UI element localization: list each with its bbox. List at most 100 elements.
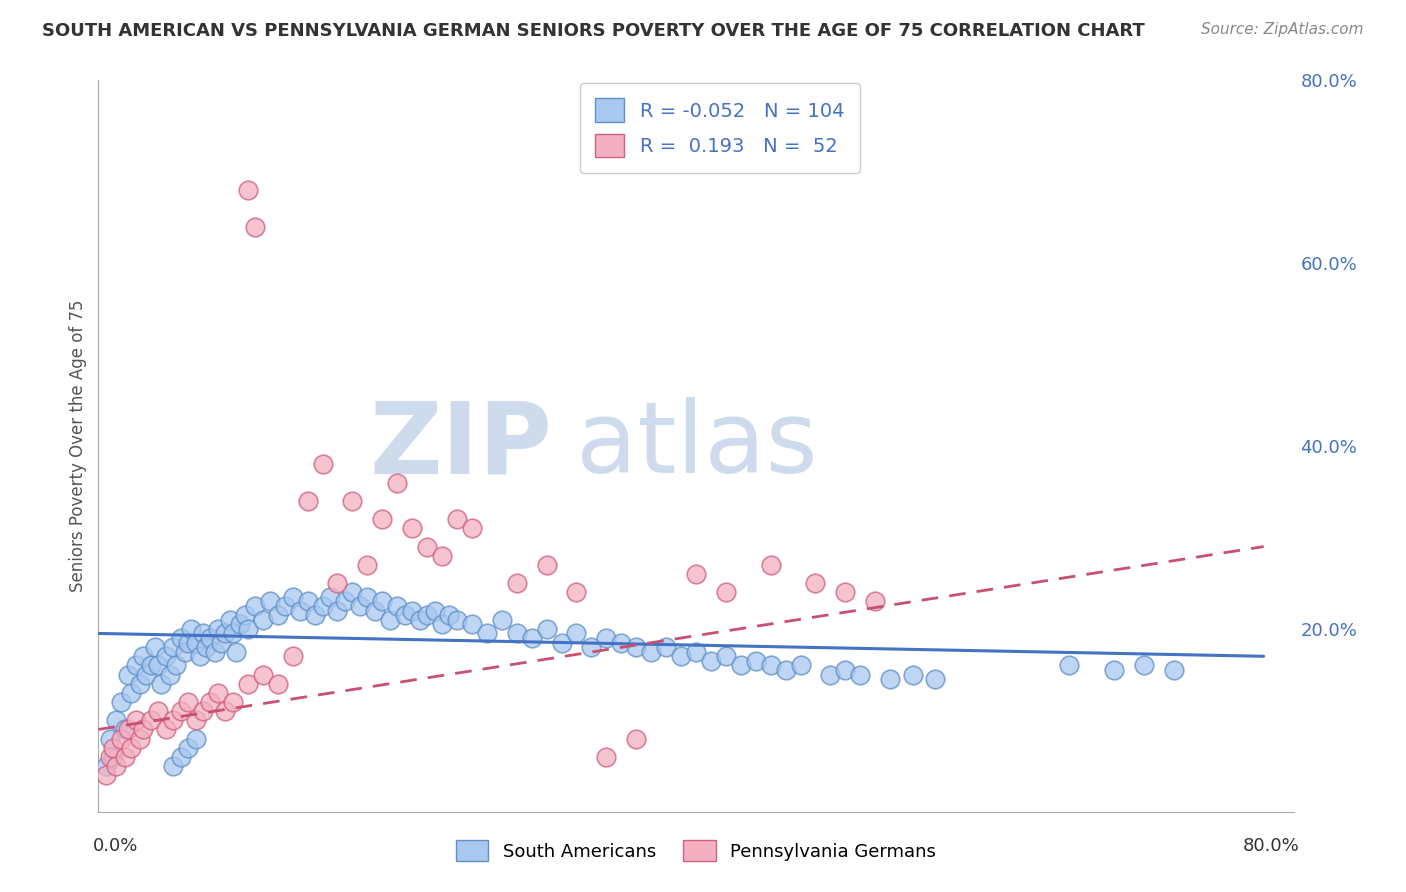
Point	[222, 695, 245, 709]
Point	[297, 594, 319, 608]
Point	[148, 704, 170, 718]
Point	[901, 667, 924, 681]
Point	[297, 493, 319, 508]
Point	[204, 645, 226, 659]
Point	[110, 731, 132, 746]
Point	[536, 558, 558, 572]
Point	[349, 599, 371, 613]
Point	[117, 723, 139, 737]
Point	[565, 626, 588, 640]
Point	[177, 695, 200, 709]
Point	[100, 731, 122, 746]
Point	[924, 672, 946, 686]
Point	[110, 695, 132, 709]
Point	[191, 626, 214, 640]
Point	[416, 540, 439, 554]
Point	[207, 622, 229, 636]
Text: ZIP: ZIP	[370, 398, 553, 494]
Point	[117, 667, 139, 681]
Point	[233, 608, 256, 623]
Point	[155, 649, 177, 664]
Point	[759, 658, 782, 673]
Point	[94, 759, 117, 773]
Point	[655, 640, 678, 655]
Point	[475, 626, 498, 640]
Point	[139, 714, 162, 728]
Point	[259, 594, 281, 608]
Point	[105, 714, 128, 728]
Point	[184, 635, 207, 649]
Point	[148, 658, 170, 673]
Text: 0.0%: 0.0%	[93, 838, 138, 855]
Point	[333, 594, 356, 608]
Point	[177, 635, 200, 649]
Point	[252, 667, 274, 681]
Point	[610, 635, 633, 649]
Text: SOUTH AMERICAN VS PENNSYLVANIA GERMAN SENIORS POVERTY OVER THE AGE OF 75 CORRELA: SOUTH AMERICAN VS PENNSYLVANIA GERMAN SE…	[42, 22, 1144, 40]
Point	[401, 603, 423, 617]
Point	[311, 599, 333, 613]
Point	[536, 622, 558, 636]
Point	[745, 654, 768, 668]
Point	[626, 731, 648, 746]
Point	[865, 594, 887, 608]
Point	[304, 608, 326, 623]
Point	[191, 704, 214, 718]
Point	[162, 714, 184, 728]
Point	[595, 631, 617, 645]
Point	[416, 608, 439, 623]
Point	[267, 608, 290, 623]
Point	[184, 731, 207, 746]
Point	[626, 640, 648, 655]
Point	[159, 667, 181, 681]
Point	[200, 695, 222, 709]
Point	[184, 714, 207, 728]
Point	[236, 183, 259, 197]
Point	[506, 626, 529, 640]
Point	[180, 622, 202, 636]
Point	[759, 558, 782, 572]
Point	[364, 603, 387, 617]
Point	[139, 658, 162, 673]
Point	[326, 603, 349, 617]
Point	[1163, 663, 1185, 677]
Point	[225, 645, 247, 659]
Point	[129, 676, 152, 690]
Point	[214, 704, 236, 718]
Point	[789, 658, 811, 673]
Point	[1104, 663, 1126, 677]
Point	[319, 590, 342, 604]
Point	[401, 521, 423, 535]
Point	[491, 613, 513, 627]
Point	[281, 590, 304, 604]
Y-axis label: Seniors Poverty Over the Age of 75: Seniors Poverty Over the Age of 75	[69, 300, 87, 592]
Point	[114, 723, 136, 737]
Point	[245, 219, 267, 234]
Point	[356, 558, 378, 572]
Point	[162, 640, 184, 655]
Point	[371, 594, 394, 608]
Point	[550, 635, 572, 649]
Point	[245, 599, 267, 613]
Point	[209, 635, 232, 649]
Point	[430, 617, 453, 632]
Point	[685, 645, 707, 659]
Point	[229, 617, 252, 632]
Text: Source: ZipAtlas.com: Source: ZipAtlas.com	[1201, 22, 1364, 37]
Point	[169, 704, 191, 718]
Point	[506, 576, 529, 591]
Point	[174, 645, 197, 659]
Point	[222, 626, 245, 640]
Point	[804, 576, 827, 591]
Point	[640, 645, 662, 659]
Point	[430, 549, 453, 563]
Point	[595, 749, 617, 764]
Point	[94, 768, 117, 782]
Point	[423, 603, 446, 617]
Point	[155, 723, 177, 737]
Point	[461, 617, 484, 632]
Point	[565, 585, 588, 599]
Point	[288, 603, 311, 617]
Point	[394, 608, 416, 623]
Point	[879, 672, 901, 686]
